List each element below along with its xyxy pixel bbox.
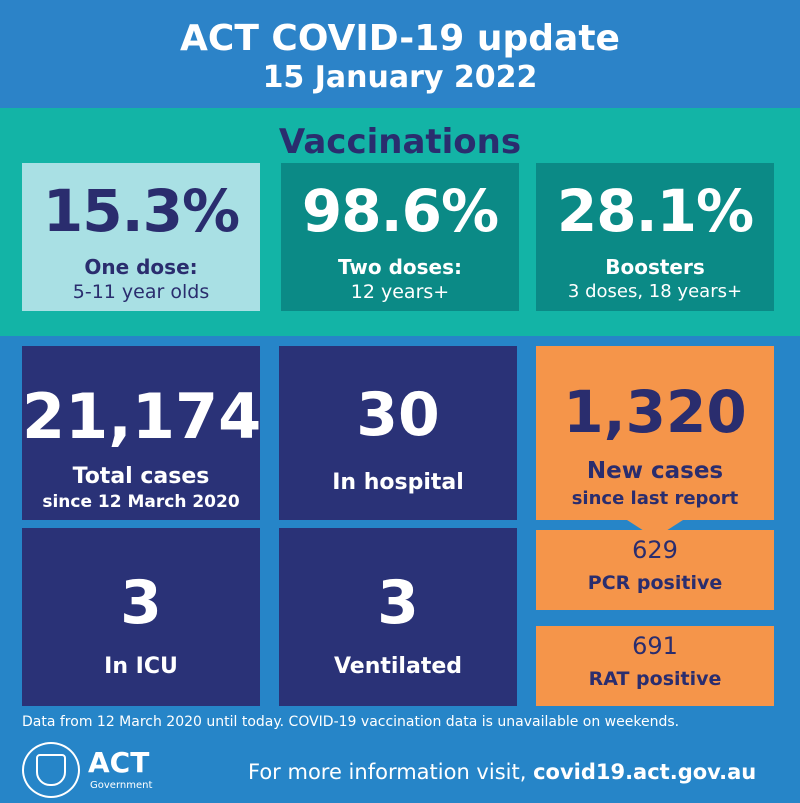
hospital-card: 30 In hospital [279, 346, 517, 520]
ventilated-card: 3 Ventilated [279, 528, 517, 706]
vacc-value: 98.6% [301, 177, 499, 245]
rat-value: 691 [632, 632, 678, 660]
info-prefix: For more information visit, [248, 760, 534, 784]
vacc-card-two-doses: 98.6% Two doses: 12 years+ [281, 163, 519, 311]
vacc-value: 28.1% [556, 177, 754, 245]
header: ACT COVID-19 update 15 January 2022 [0, 0, 800, 108]
total-cases-value: 21,174 [22, 380, 262, 453]
info-link[interactable]: covid19.act.gov.au [533, 760, 757, 784]
pcr-card: 629 PCR positive [536, 530, 774, 610]
new-cases-label: New cases [586, 458, 724, 484]
icu-card: 3 In ICU [22, 528, 260, 706]
vacc-sublabel: 12 years+ [350, 281, 450, 303]
data-footnote: Data from 12 March 2020 until today. COV… [22, 714, 680, 730]
vaccinations-section: Vaccinations 15.3% One dose: 5-11 year o… [0, 108, 800, 336]
case-stats-section: 21,174 Total cases since 12 March 2020 3… [0, 336, 800, 803]
icu-label: In ICU [104, 654, 178, 679]
vacc-label: Two doses: [337, 255, 463, 279]
ventilated-value: 3 [377, 568, 419, 638]
page-date: 15 January 2022 [262, 60, 538, 95]
total-cases-card: 21,174 Total cases since 12 March 2020 [22, 346, 262, 520]
vacc-label: One dose: [84, 255, 198, 279]
pcr-label: PCR positive [587, 572, 723, 594]
vacc-card-boosters: 28.1% Boosters 3 doses, 18 years+ [536, 163, 774, 311]
act-government-logo: ACT Government [22, 740, 162, 800]
vacc-sublabel: 3 doses, 18 years+ [567, 281, 743, 302]
page-title: ACT COVID-19 update [180, 18, 620, 59]
hospital-label: In hospital [332, 470, 464, 495]
new-cases-value: 1,320 [563, 378, 747, 446]
ventilated-label: Ventilated [333, 654, 463, 679]
new-cases-card: 1,320 New cases since last report [536, 346, 774, 520]
pcr-value: 629 [632, 536, 678, 564]
vacc-sublabel: 5-11 year olds [72, 281, 210, 303]
vacc-card-one-dose: 15.3% One dose: 5-11 year olds [22, 163, 260, 311]
vacc-label: Boosters [605, 255, 705, 279]
logo-subtext: Government [90, 780, 153, 791]
rat-card: 691 RAT positive [536, 626, 774, 706]
logo-text: ACT [88, 746, 150, 779]
info-line: For more information visit, covid19.act.… [248, 760, 756, 784]
hospital-value: 30 [356, 380, 440, 450]
vacc-value: 15.3% [42, 177, 240, 245]
vaccinations-heading: Vaccinations [278, 122, 522, 162]
icu-value: 3 [120, 568, 162, 638]
total-cases-label: Total cases [72, 464, 210, 489]
total-cases-sublabel: since 12 March 2020 [42, 492, 240, 512]
crest-icon [22, 742, 80, 798]
new-cases-sublabel: since last report [571, 488, 739, 509]
rat-label: RAT positive [588, 668, 722, 690]
